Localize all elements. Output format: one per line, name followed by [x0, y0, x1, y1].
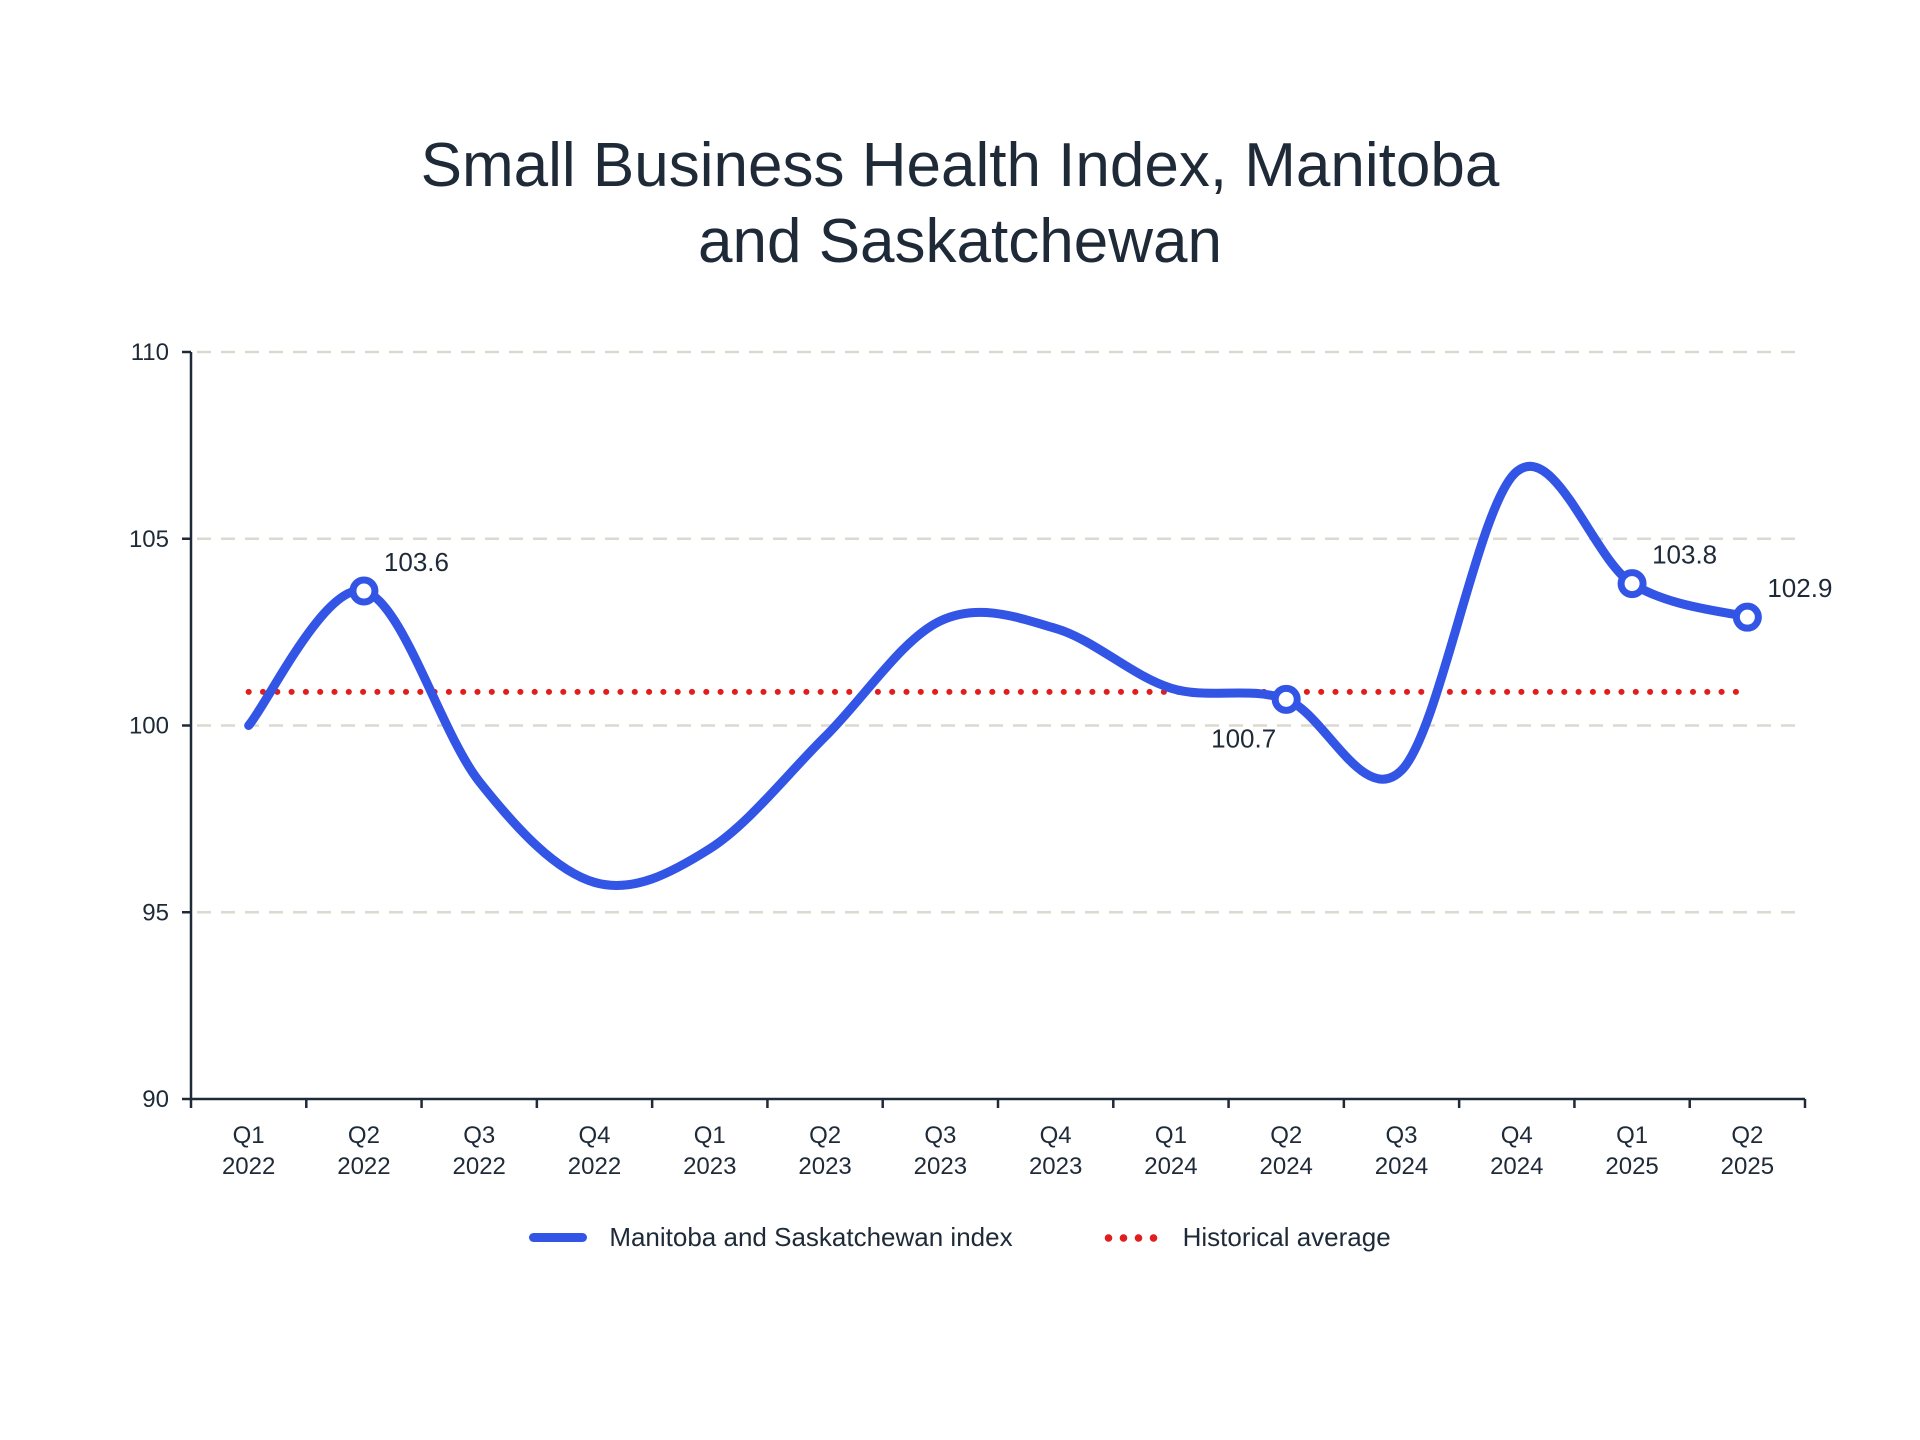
legend-dotted-swatch: [1100, 1233, 1161, 1242]
x-tick-label: Q3 2023: [914, 1122, 967, 1180]
x-tick-label: Q4 2023: [1029, 1122, 1082, 1180]
x-tick-label: Q3 2024: [1375, 1122, 1428, 1180]
x-tick-label: Q4 2024: [1490, 1122, 1543, 1180]
x-tick-label: Q4 2022: [568, 1122, 621, 1180]
y-tick-label: 110: [131, 339, 169, 366]
data-point-marker: [349, 576, 379, 606]
x-tick-label: Q3 2022: [453, 1122, 506, 1180]
x-tick-label: Q2 2023: [798, 1122, 851, 1180]
data-label: 103.8: [1652, 540, 1717, 570]
data-point-marker: [1617, 569, 1647, 599]
x-tick-label: Q1 2022: [222, 1122, 275, 1180]
legend: Manitoba and Saskatchewan index Historic…: [0, 1222, 1920, 1253]
y-tick-label: 100: [129, 713, 169, 740]
data-point-marker: [1732, 602, 1762, 632]
y-tick-label: 95: [142, 899, 169, 926]
chart-title: Small Business Health Index, Manitoba an…: [0, 128, 1920, 280]
x-tick-label: Q1 2024: [1144, 1122, 1197, 1180]
legend-line-swatch: [529, 1233, 588, 1242]
legend-item-index: Manitoba and Saskatchewan index: [529, 1222, 1013, 1253]
x-tick-label: Q2 2025: [1721, 1122, 1774, 1180]
y-tick-label: 105: [129, 526, 169, 553]
chart-title-line-1: Small Business Health Index, Manitoba: [420, 131, 1500, 200]
chart-title-line-2: and Saskatchewan: [698, 207, 1222, 276]
x-tick-label: Q2 2022: [337, 1122, 390, 1180]
x-tick-label: Q1 2025: [1605, 1122, 1658, 1180]
x-tick-label: Q1 2023: [683, 1122, 736, 1180]
x-tick-label: Q2 2024: [1260, 1122, 1313, 1180]
data-label: 102.9: [1767, 573, 1832, 603]
data-point-marker: [1271, 684, 1301, 714]
data-label: 100.7: [1211, 723, 1276, 753]
legend-label-average: Historical average: [1182, 1222, 1391, 1252]
series-index-line: [244, 462, 1752, 890]
data-label: 103.6: [384, 547, 449, 577]
y-tick-label: 90: [142, 1086, 169, 1113]
legend-item-average: Historical average: [1100, 1222, 1391, 1253]
legend-label-index: Manitoba and Saskatchewan index: [609, 1222, 1013, 1252]
